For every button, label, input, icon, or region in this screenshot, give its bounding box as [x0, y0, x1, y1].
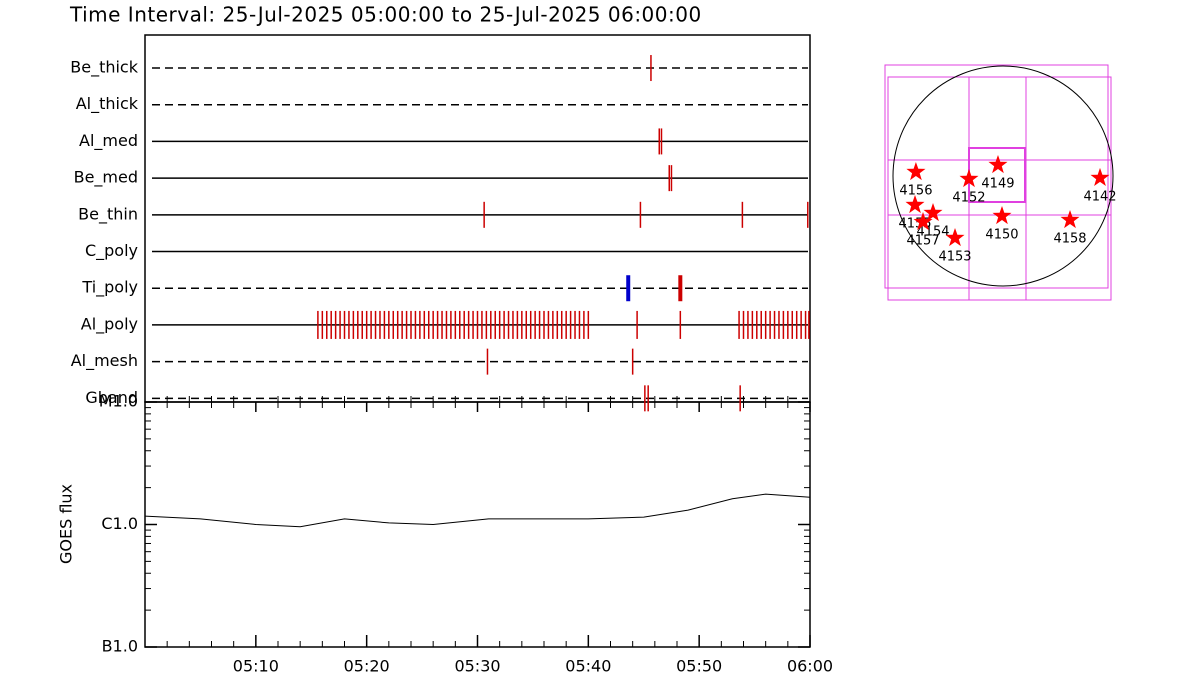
x-tick-label: 05:40: [565, 657, 611, 676]
region-label: 4158: [1053, 231, 1086, 246]
region-star: [945, 228, 965, 247]
y-axis-label: GOES flux: [57, 484, 76, 564]
region-star: [992, 206, 1012, 225]
fov-box: [887, 76, 1112, 301]
row-label: Be_thick: [70, 58, 138, 78]
region-star: [913, 212, 933, 231]
timeline-frame: [144, 34, 811, 403]
x-tick-label: 05:30: [454, 657, 500, 676]
region-star: [923, 203, 943, 222]
row-label: Al_poly: [81, 314, 138, 334]
row-label: Gband: [85, 388, 138, 407]
region-label: 4152: [952, 190, 985, 205]
row-label: Be_thin: [78, 204, 138, 224]
region-star: [1090, 167, 1110, 186]
region-label: 4153: [938, 249, 971, 264]
region-label: 4150: [985, 227, 1018, 242]
region-label: 4157: [907, 234, 940, 249]
row-label: Al_med: [79, 131, 138, 151]
row-label: Be_med: [74, 168, 138, 188]
x-tick-label: 05:20: [344, 657, 390, 676]
chart-title: Time Interval: 25-Jul-2025 05:00:00 to 2…: [69, 3, 702, 27]
region-star: [959, 169, 979, 188]
x-tick-label: 05:50: [676, 657, 722, 676]
row-label: Al_mesh: [71, 351, 138, 371]
x-tick-label: 05:10: [233, 657, 279, 676]
region-label: 4149: [981, 177, 1014, 192]
y-tick-label: C1.0: [101, 514, 138, 533]
solar-limb: [892, 65, 1114, 287]
row-label: C_poly: [85, 241, 138, 261]
region-star: [905, 195, 925, 214]
region-label: 4142: [1083, 189, 1116, 204]
region-star: [906, 162, 926, 181]
region-star: [988, 155, 1008, 174]
goes-curve: [144, 493, 811, 528]
row-label: Ti_poly: [81, 278, 138, 298]
goes-frame: [144, 401, 811, 648]
y-tick-label: M1.0: [99, 392, 138, 411]
row-label: Al_thick: [76, 94, 139, 114]
fov-box: [884, 64, 1109, 289]
region-label: 4154: [916, 224, 949, 239]
x-tick-label: 06:00: [787, 657, 833, 676]
region-label: 4156: [899, 183, 932, 198]
y-tick-label: B1.0: [102, 637, 138, 656]
region-star: [1060, 210, 1080, 229]
